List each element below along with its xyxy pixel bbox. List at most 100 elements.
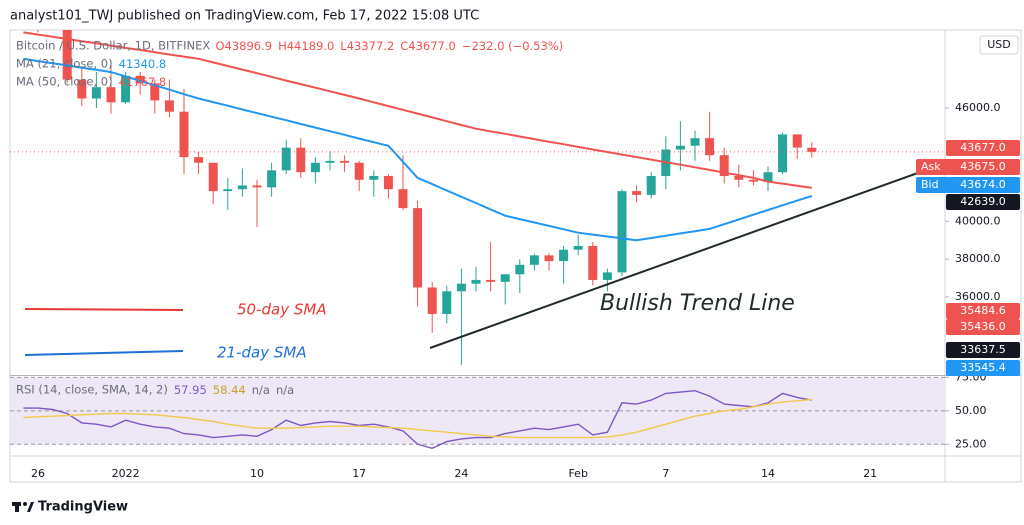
candle-body — [383, 175, 393, 190]
legend-value: −232.0 (−0.53%) — [462, 39, 563, 53]
price-pane — [10, 30, 945, 365]
candle-body — [515, 264, 525, 275]
candle-body — [442, 291, 452, 314]
price-box — [946, 342, 1020, 358]
candle-body — [398, 189, 408, 209]
annotation: Bullish Trend Line — [600, 291, 795, 316]
legend-value: C43677.0 — [400, 39, 456, 53]
legend-line-50 — [24, 308, 184, 311]
legend-value: H44189.0 — [278, 39, 334, 53]
price-label: 43675.0 — [960, 160, 1006, 173]
ma-legend: MA (21, close, 0) 41340.8 — [16, 57, 166, 71]
price-label: 43677.0 — [960, 141, 1006, 154]
candle-body — [413, 208, 423, 288]
line — [23, 31, 812, 189]
legend-value: 57.95 — [174, 383, 207, 397]
candle-body — [675, 145, 685, 150]
price-box — [946, 303, 1020, 319]
candle-body — [646, 175, 656, 195]
price-label: 35436.0 — [960, 320, 1006, 333]
candle-body — [573, 245, 583, 250]
candle-body — [208, 162, 218, 192]
candle-body — [267, 170, 277, 188]
legend-value: 41340.8 — [119, 57, 167, 71]
annotation: 21-day SMA — [217, 344, 307, 362]
candle-body — [690, 138, 700, 146]
candle-body — [325, 160, 335, 163]
candle-body — [223, 189, 233, 192]
legend-value: n/a — [252, 383, 270, 397]
x-tick-label: 2022 — [112, 467, 140, 480]
candle-body — [121, 75, 131, 103]
price-box — [946, 194, 1020, 210]
line — [23, 57, 813, 242]
candle-body — [544, 255, 554, 262]
candle-body — [296, 147, 306, 173]
frame — [9, 29, 1022, 483]
candle-body — [62, 30, 72, 80]
legend-value: 58.44 — [213, 383, 246, 397]
x-tick-label: 10 — [250, 467, 264, 480]
price-tag: Ask — [921, 160, 941, 173]
candle-body — [559, 249, 569, 262]
candle-body — [164, 100, 174, 112]
candle-body — [179, 111, 189, 158]
currency[interactable]: USD — [987, 38, 1011, 51]
price-label: 43674.0 — [960, 178, 1006, 191]
candle-body — [617, 191, 627, 273]
candle-body — [252, 185, 262, 188]
price-tag: Bid — [921, 178, 939, 191]
candle-body — [529, 255, 539, 265]
x-tick-label: Feb — [568, 467, 587, 480]
price-box — [946, 140, 1020, 156]
candle-body — [807, 147, 817, 152]
candle-body — [705, 138, 715, 156]
candle-body — [194, 157, 204, 163]
y-tick-label: 46000.0 — [955, 101, 1001, 114]
price-label: 33637.5 — [960, 343, 1006, 356]
candle-body — [237, 185, 247, 190]
annotation: 50-day SMA — [237, 301, 327, 319]
x-tick-label: 24 — [454, 467, 468, 480]
candle-body — [486, 279, 496, 282]
brand-logo — [12, 502, 34, 512]
candle-body — [150, 83, 160, 101]
rsi-pane — [10, 376, 945, 450]
currency-button[interactable] — [979, 35, 1019, 55]
legend-value: 41767.8 — [119, 75, 167, 89]
candle-body — [310, 162, 320, 173]
y-tick-label: 36000.0 — [955, 290, 1001, 303]
candle-body — [281, 147, 291, 171]
trend-line — [429, 169, 927, 349]
ma-legend: MA (50, close, 0) 41767.8 — [16, 75, 166, 89]
candle-body — [778, 134, 788, 173]
candle-body — [369, 175, 379, 180]
candle-body — [632, 191, 642, 195]
candle-body — [602, 272, 612, 280]
candle-body — [748, 179, 758, 182]
candle-body — [500, 274, 510, 282]
candle-body — [427, 287, 437, 314]
y-tick-label: 40000.0 — [955, 214, 1001, 227]
price-box — [916, 177, 1020, 193]
candle-body — [77, 79, 87, 99]
candle-body — [135, 75, 145, 84]
symbol: Bitcoin / U.S. Dollar, 1D, BITFINEX O4389… — [16, 39, 563, 53]
legend-value: O43896.9 — [215, 39, 272, 53]
x-tick-label: 26 — [31, 467, 45, 480]
candle-body — [354, 162, 364, 180]
legend: Bitcoin / U.S. Dollar, 1D, BITFINEX O4389… — [16, 39, 563, 397]
legend-value: L43377.2 — [340, 39, 394, 53]
candle-body — [719, 155, 729, 176]
price-label: 33545.4 — [960, 361, 1006, 374]
rsi-legend: RSI (14, close, SMA, 14, 2) 57.95 58.44 n/a… — [16, 383, 294, 397]
x-tick-label: 14 — [761, 467, 775, 480]
candle-body — [588, 245, 598, 280]
legend-value: n/a — [276, 383, 294, 397]
candle-body — [792, 134, 802, 148]
price-box — [916, 159, 1020, 175]
price-box — [946, 360, 1020, 376]
candle-body — [106, 87, 116, 103]
candle-body — [91, 87, 101, 99]
